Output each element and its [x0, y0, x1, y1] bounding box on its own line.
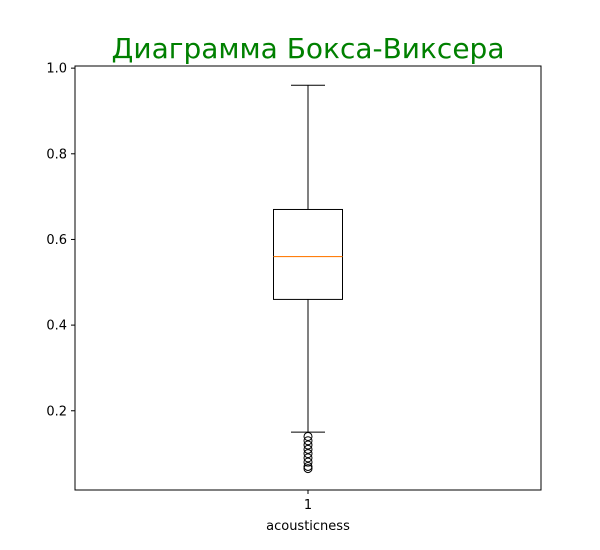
chart-title: Диаграмма Бокса-Виксера	[112, 32, 505, 65]
outlier-point	[303, 461, 313, 471]
x-tick-label: 1	[304, 498, 312, 513]
outlier-point	[303, 440, 313, 450]
iqr-box	[273, 208, 343, 300]
outlier-point	[303, 453, 313, 463]
y-tick-label: 0.2	[46, 404, 67, 419]
y-tick-label: 0.6	[46, 233, 67, 248]
outlier-point	[303, 457, 313, 467]
outlier-point	[303, 431, 313, 441]
y-tick-label: 0.8	[46, 147, 67, 162]
plot-area: 0.2 0.4 0.6 0.8 1.0 1	[46, 62, 542, 513]
outlier-point	[303, 449, 313, 459]
x-axis-label: acousticness	[266, 519, 350, 534]
outlier-point	[303, 444, 313, 454]
y-tick-label: 0.4	[46, 319, 67, 334]
outlier-point	[303, 464, 313, 474]
y-tick-label: 1.0	[46, 62, 67, 77]
outlier-point	[303, 436, 313, 446]
